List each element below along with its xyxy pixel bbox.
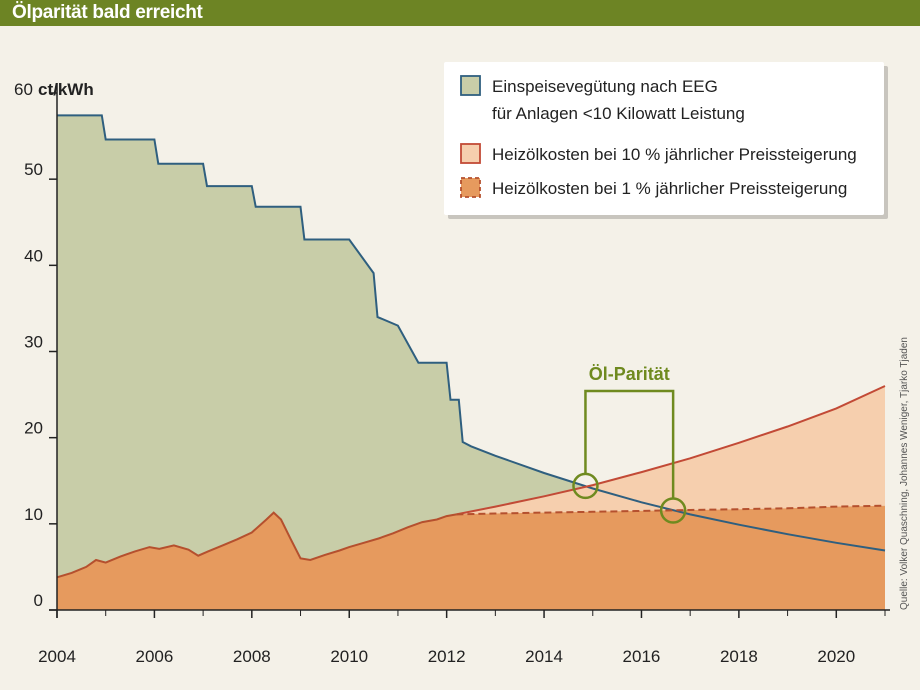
legend-box xyxy=(444,62,884,215)
x-tick-label-2020: 2020 xyxy=(817,647,855,666)
parity-label: Öl-Parität xyxy=(589,364,670,384)
x-tick-label-2006: 2006 xyxy=(135,647,173,666)
source-note: Quelle: Volker Quaschning, Johannes Weni… xyxy=(899,337,910,610)
parity-marker-1 xyxy=(572,472,599,500)
x-tick-label-2014: 2014 xyxy=(525,647,563,666)
x-tick-label-2012: 2012 xyxy=(428,647,466,666)
oil-10pct-line xyxy=(456,385,886,516)
chart-lines xyxy=(56,114,886,579)
oil-area xyxy=(57,505,885,610)
chart-areas xyxy=(57,115,885,611)
legend: Einspeisevegütung nach EEG für Anlagen <1… xyxy=(444,62,888,219)
y-tick-label-40: 40 xyxy=(24,246,43,265)
chart-axes: 0 10 20 30 40 50 2004 2006 2008 2010 2012 2014 2016 2… xyxy=(24,83,890,666)
x-tick-label-2016: 2016 xyxy=(623,647,661,666)
parity-marker-2 xyxy=(659,497,687,524)
legend-label-1-line2: für Anlagen <10 Kilowatt Leistung xyxy=(492,104,745,123)
legend-swatch-1 xyxy=(460,75,481,96)
x-tick-label-2018: 2018 xyxy=(720,647,758,666)
legend-swatch-2 xyxy=(460,143,481,164)
legend-swatch-3 xyxy=(460,177,481,198)
legend-label-3: Heizölkosten bei 1 % jährlicher Preisste… xyxy=(492,179,847,198)
y-tick-label-20: 20 xyxy=(24,419,43,438)
x-tick-label-2004: 2004 xyxy=(38,647,76,666)
oil-1pct-line xyxy=(456,504,886,516)
parity-bracket xyxy=(584,389,675,499)
eeg-area xyxy=(57,115,885,611)
y-tick-label-0: 0 xyxy=(34,591,43,610)
y-tick-label-30: 30 xyxy=(24,333,43,352)
y-axis-unit: ct/kWh xyxy=(38,80,94,99)
eeg-line xyxy=(57,114,886,552)
y-axis-top-value: 60 xyxy=(14,80,33,99)
oil-historic-line xyxy=(56,511,457,579)
x-tick-label-2008: 2008 xyxy=(233,647,271,666)
y-tick-label-10: 10 xyxy=(24,505,43,524)
legend-label-2: Heizölkosten bei 10 % jährlicher Preisst… xyxy=(492,145,857,164)
y-tick-label-50: 50 xyxy=(24,160,43,179)
chart-title: Ölparität bald erreicht xyxy=(0,0,920,26)
legend-label-1: Einspeisevegütung nach EEG xyxy=(492,77,718,96)
chart-annotation: Öl-Parität xyxy=(572,364,687,524)
oil-10pct-area xyxy=(456,386,885,515)
x-tick-label-2010: 2010 xyxy=(330,647,368,666)
